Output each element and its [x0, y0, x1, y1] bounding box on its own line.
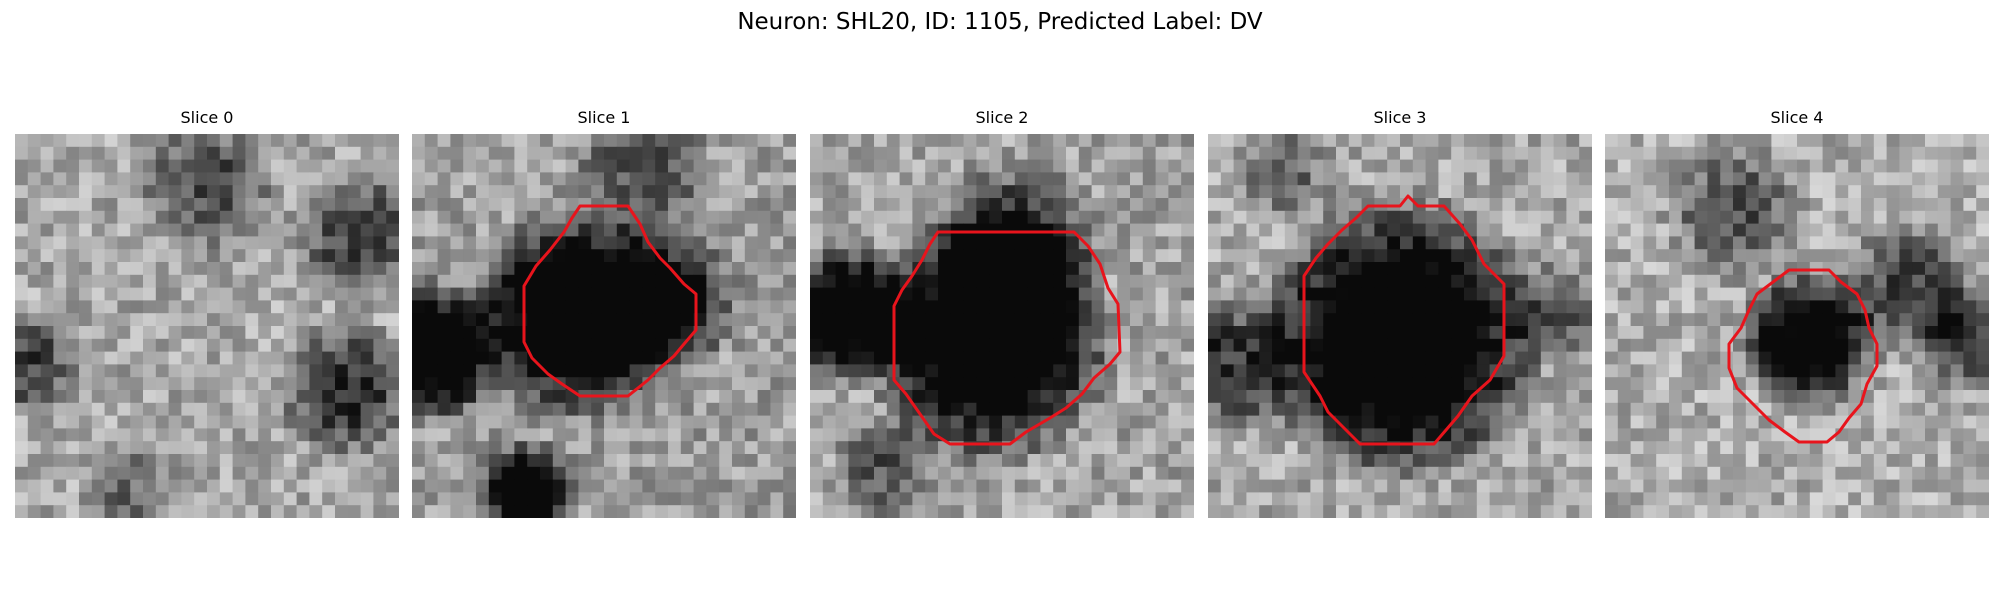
- slice-title-3: Slice 3: [1373, 108, 1427, 127]
- segmentation-contour: [1302, 194, 1506, 446]
- grayscale-pixels: [15, 134, 399, 518]
- slice-image-2: [810, 134, 1194, 518]
- slice-title-4: Slice 4: [1770, 108, 1824, 127]
- segmentation-contour: [522, 204, 698, 398]
- slice-image-1: [412, 134, 796, 518]
- grayscale-pixels: [810, 134, 1194, 518]
- segmentation-contour: [1727, 268, 1879, 444]
- slice-title-0: Slice 0: [180, 108, 234, 127]
- segmentation-contour: [892, 230, 1122, 446]
- figure-title: Neuron: SHL20, ID: 1105, Predicted Label…: [737, 9, 1263, 35]
- slice-image-0: [15, 134, 399, 518]
- grayscale-pixels: [412, 134, 796, 518]
- grayscale-pixels: [1208, 134, 1592, 518]
- slice-image-4: [1605, 134, 1989, 518]
- slice-title-1: Slice 1: [577, 108, 631, 127]
- slice-title-2: Slice 2: [975, 108, 1029, 127]
- grayscale-pixels: [1605, 134, 1989, 518]
- slice-image-3: [1208, 134, 1592, 518]
